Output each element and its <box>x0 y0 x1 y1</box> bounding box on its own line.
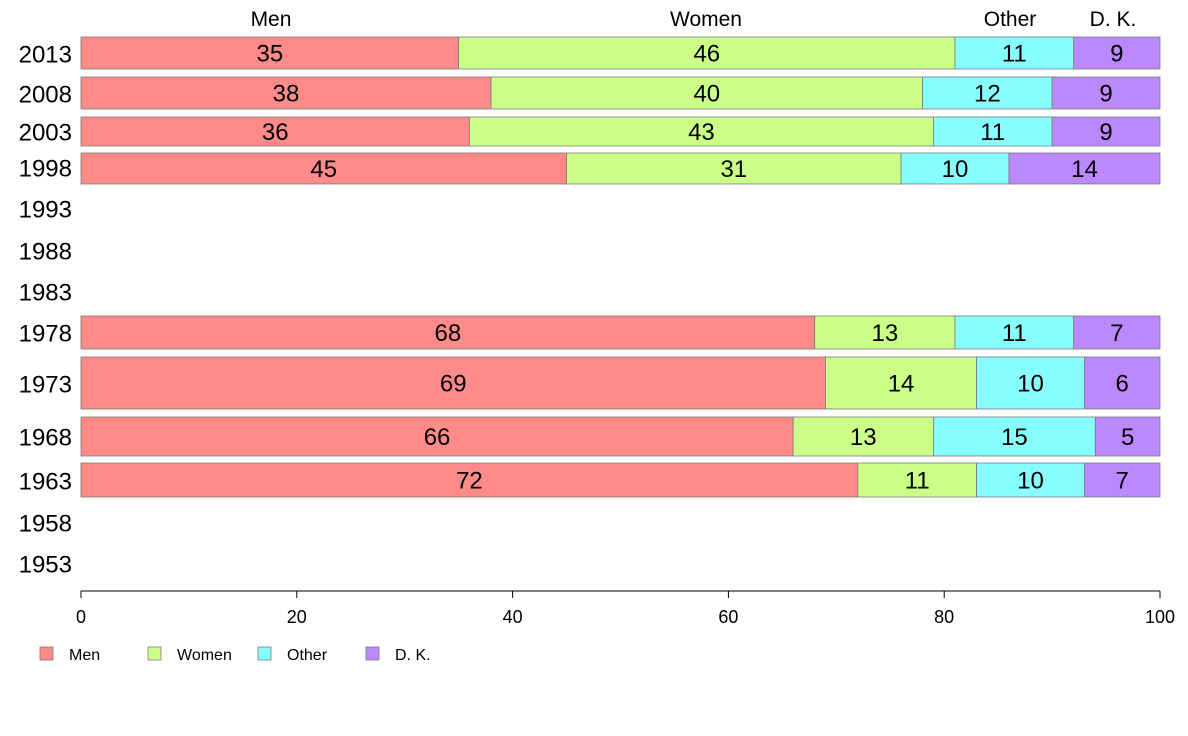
legend-swatch <box>257 646 272 661</box>
bar-2013-d-k <box>1073 36 1161 70</box>
y-tick-label: 1963 <box>19 469 72 496</box>
x-tick-label: 20 <box>287 607 307 627</box>
bar-2008-women <box>490 76 924 110</box>
bars: 35 46 11 9 38 40 12 9 36 43 11 9 45 31 10 14 68 13 11 7 69 14… <box>80 36 1161 498</box>
data-label: 10 <box>1017 468 1044 495</box>
bar-2008-d-k <box>1051 76 1161 110</box>
data-label: 5 <box>1121 424 1134 451</box>
data-label: 66 <box>424 424 451 451</box>
data-label: 13 <box>850 424 877 451</box>
legend-label: Other <box>287 647 328 664</box>
bar-2008-men <box>80 76 492 110</box>
data-label: 35 <box>256 41 283 68</box>
data-label: 11 <box>905 468 930 495</box>
data-label: 45 <box>310 156 337 183</box>
y-axis-labels: 2013 2008 2003 1998 1993 1988 1983 1978 1973 1968… <box>19 42 72 579</box>
data-label: 13 <box>872 320 899 347</box>
y-tick-label: 1968 <box>19 425 72 452</box>
x-tick-label: 100 <box>1145 607 1175 627</box>
data-label: 10 <box>1017 371 1044 398</box>
data-label: 46 <box>693 41 720 68</box>
data-label: 14 <box>1071 156 1098 183</box>
bar-1973-d-k <box>1084 356 1161 410</box>
bar-1968-other <box>933 416 1096 457</box>
y-tick-label: 1988 <box>19 239 72 266</box>
y-tick-label: 2008 <box>19 82 72 109</box>
data-label: 15 <box>1001 424 1028 451</box>
bar-1973-other <box>976 356 1085 410</box>
data-label: 12 <box>974 81 1001 108</box>
data-label: 7 <box>1110 320 1123 347</box>
data-label: 38 <box>273 81 300 108</box>
y-tick-label: 1973 <box>19 372 72 399</box>
bar-2003-men <box>80 116 470 147</box>
bar-1978-d-k <box>1073 315 1161 350</box>
bar-1978-women <box>814 315 956 350</box>
y-tick-label: 2013 <box>19 42 72 69</box>
bar-1978-other <box>954 315 1075 350</box>
y-tick-label: 1983 <box>19 280 72 307</box>
bar-1963-men <box>80 462 859 498</box>
bar-2003-women <box>469 116 934 147</box>
bar-1973-women <box>825 356 977 410</box>
bar-1998-men <box>80 152 567 185</box>
y-tick-label: 1993 <box>19 197 72 224</box>
data-label: 14 <box>888 371 915 398</box>
legend-label: Women <box>177 647 232 664</box>
y-tick-label: 1978 <box>19 321 72 348</box>
data-label: 11 <box>1002 320 1027 347</box>
data-label: 9 <box>1099 81 1112 108</box>
bar-2013-men <box>80 36 460 70</box>
y-tick-label: 1953 <box>19 552 72 579</box>
bar-1963-other <box>976 462 1085 498</box>
bar-2003-d-k <box>1051 116 1161 147</box>
data-label: 10 <box>942 156 969 183</box>
y-tick-label: 1958 <box>19 511 72 538</box>
bar-2013-other <box>954 36 1075 70</box>
bar-1963-d-k <box>1084 462 1161 498</box>
legend: Men Women Other D. K. <box>39 646 431 664</box>
top-label-women: Women <box>670 8 742 31</box>
legend-label: Men <box>69 647 100 664</box>
bar-1973-men <box>80 356 826 410</box>
x-tick-label: 80 <box>934 607 954 627</box>
data-label: 6 <box>1116 371 1129 398</box>
data-label: 43 <box>688 119 715 146</box>
top-label-d-k: D. K. <box>1090 8 1137 31</box>
data-label: 9 <box>1110 41 1123 68</box>
bar-2013-women <box>458 36 956 70</box>
legend-swatch <box>39 646 54 661</box>
bar-1968-d-k <box>1094 416 1161 457</box>
data-label: 68 <box>435 320 462 347</box>
top-labels: Men Women Other D. K. <box>251 8 1137 31</box>
bar-2008-other <box>922 76 1053 110</box>
y-tick-label: 1998 <box>19 156 72 183</box>
data-label: 9 <box>1099 119 1112 146</box>
y-tick-label: 2003 <box>19 120 72 147</box>
x-tick-label: 0 <box>76 607 86 627</box>
legend-swatch <box>147 646 162 661</box>
data-label: 72 <box>456 468 483 495</box>
x-tick-label: 60 <box>718 607 738 627</box>
data-label: 36 <box>262 119 289 146</box>
bar-1998-d-k <box>1008 152 1161 185</box>
x-axis: 0 20 40 60 80 100 <box>76 590 1175 627</box>
top-label-other: Other <box>984 8 1037 31</box>
legend-label: D. K. <box>395 647 431 664</box>
data-label: 69 <box>440 371 467 398</box>
top-label-men: Men <box>251 8 292 31</box>
bar-1998-women <box>566 152 902 185</box>
legend-swatch <box>365 646 380 661</box>
data-label: 11 <box>1002 41 1027 68</box>
data-label: 31 <box>720 156 747 183</box>
data-label: 7 <box>1116 468 1129 495</box>
data-label: 11 <box>980 119 1005 146</box>
data-label: 40 <box>693 81 720 108</box>
x-tick-label: 40 <box>503 607 523 627</box>
bar-1978-men <box>80 315 816 350</box>
bar-1968-men <box>80 416 794 457</box>
